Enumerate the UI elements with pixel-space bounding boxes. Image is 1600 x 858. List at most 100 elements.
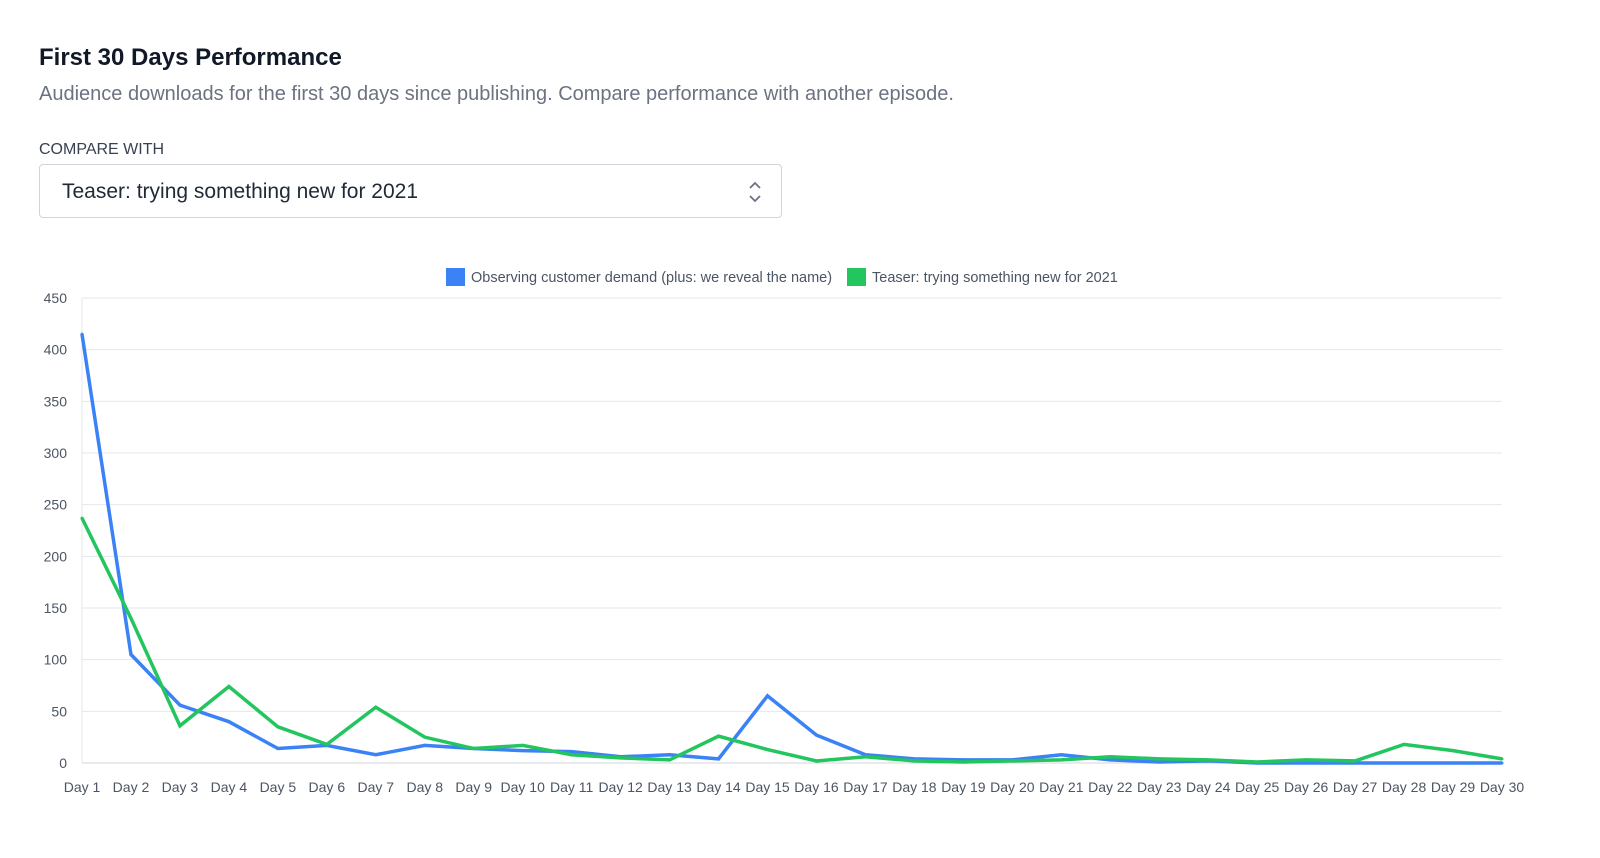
data-point xyxy=(423,735,427,739)
x-tick-label: Day 15 xyxy=(745,779,790,795)
x-tick-label: Day 7 xyxy=(358,779,395,795)
page-subtitle: Audience downloads for the first 30 days… xyxy=(39,83,954,105)
y-tick-label: 50 xyxy=(51,703,67,719)
y-tick-label: 100 xyxy=(44,652,68,668)
data-point xyxy=(766,694,770,698)
data-point xyxy=(374,753,378,757)
data-point xyxy=(178,724,182,728)
data-point xyxy=(178,703,182,707)
x-tick-label: Day 25 xyxy=(1235,779,1280,795)
x-tick-label: Day 18 xyxy=(892,779,937,795)
x-tick-label: Day 12 xyxy=(598,779,643,795)
compare-episode-select[interactable]: Teaser: trying something new for 2021 xyxy=(39,164,782,218)
x-tick-label: Day 29 xyxy=(1431,779,1476,795)
data-point xyxy=(1304,758,1308,762)
compare-selected-value: Teaser: trying something new for 2021 xyxy=(62,180,419,203)
data-point xyxy=(1304,761,1308,765)
data-point xyxy=(1059,753,1063,757)
x-tick-label: Day 30 xyxy=(1480,779,1525,795)
data-point xyxy=(1500,757,1504,761)
data-point xyxy=(80,332,84,336)
data-point xyxy=(276,747,280,751)
x-tick-label: Day 1 xyxy=(64,779,101,795)
data-point xyxy=(129,616,133,620)
data-point xyxy=(863,755,867,759)
x-tick-label: Day 26 xyxy=(1284,779,1329,795)
data-point xyxy=(1451,761,1455,765)
data-point xyxy=(374,705,378,709)
data-point xyxy=(1059,758,1063,762)
y-tick-label: 150 xyxy=(44,600,68,616)
data-point xyxy=(1402,742,1406,746)
x-tick-label: Day 14 xyxy=(696,779,741,795)
data-point xyxy=(814,759,818,763)
data-point xyxy=(325,742,329,746)
data-point xyxy=(1255,760,1259,764)
series-line-1 xyxy=(80,517,1503,764)
x-tick-label: Day 27 xyxy=(1333,779,1378,795)
x-tick-label: Day 20 xyxy=(990,779,1035,795)
y-tick-label: 250 xyxy=(44,497,68,513)
chevron-up-down-icon xyxy=(749,181,761,203)
page-title: First 30 Days Performance xyxy=(39,44,342,71)
data-point xyxy=(227,685,231,689)
data-point xyxy=(423,743,427,747)
data-point xyxy=(717,757,721,761)
compare-label: COMPARE WITH xyxy=(39,141,165,158)
data-point xyxy=(521,743,525,747)
data-point xyxy=(1402,761,1406,765)
y-tick-label: 300 xyxy=(44,445,68,461)
data-point xyxy=(570,750,574,754)
x-tick-label: Day 9 xyxy=(455,779,492,795)
x-tick-label: Day 19 xyxy=(941,779,986,795)
x-tick-label: Day 23 xyxy=(1137,779,1182,795)
data-point xyxy=(1206,758,1210,762)
y-tick-label: 450 xyxy=(44,290,68,306)
x-tick-label: Day 13 xyxy=(647,779,692,795)
x-tick-label: Day 21 xyxy=(1039,779,1084,795)
legend-label: Observing customer demand (plus: we reve… xyxy=(471,270,832,286)
x-tick-label: Day 22 xyxy=(1088,779,1133,795)
x-tick-label: Day 17 xyxy=(843,779,888,795)
data-point xyxy=(1451,749,1455,753)
x-tick-label: Day 3 xyxy=(162,779,199,795)
data-point xyxy=(1157,757,1161,761)
data-point xyxy=(276,725,280,729)
data-point xyxy=(227,720,231,724)
legend-label: Teaser: trying something new for 2021 xyxy=(872,270,1118,286)
data-point xyxy=(668,753,672,757)
data-point xyxy=(668,758,672,762)
data-point xyxy=(129,653,133,656)
data-point xyxy=(472,747,476,751)
x-tick-label: Day 28 xyxy=(1382,779,1427,795)
x-tick-label: Day 2 xyxy=(113,779,150,795)
x-tick-label: Day 5 xyxy=(260,779,297,795)
data-point xyxy=(1108,755,1112,759)
y-tick-label: 350 xyxy=(44,393,68,409)
y-tick-label: 200 xyxy=(44,548,68,564)
data-point xyxy=(1353,759,1357,763)
x-tick-label: Day 4 xyxy=(211,779,248,795)
data-point xyxy=(717,734,721,738)
x-tick-label: Day 10 xyxy=(501,779,546,795)
x-tick-label: Day 6 xyxy=(309,779,346,795)
y-tick-label: 0 xyxy=(59,755,67,771)
data-point xyxy=(521,749,525,753)
series-line-0 xyxy=(80,333,1502,765)
x-tick-label: Day 16 xyxy=(794,779,839,795)
data-point xyxy=(961,760,965,764)
x-tick-label: Day 24 xyxy=(1186,779,1231,795)
data-point xyxy=(570,753,574,757)
data-point xyxy=(814,733,818,737)
legend-swatch xyxy=(847,268,866,286)
data-point xyxy=(619,756,623,760)
data-point xyxy=(912,759,916,763)
data-point xyxy=(1108,758,1112,762)
data-point xyxy=(1010,759,1014,763)
data-point xyxy=(766,748,770,752)
data-point xyxy=(80,516,84,520)
x-tick-label: Day 8 xyxy=(406,779,443,795)
data-point xyxy=(1500,761,1504,765)
legend-swatch xyxy=(446,268,465,286)
